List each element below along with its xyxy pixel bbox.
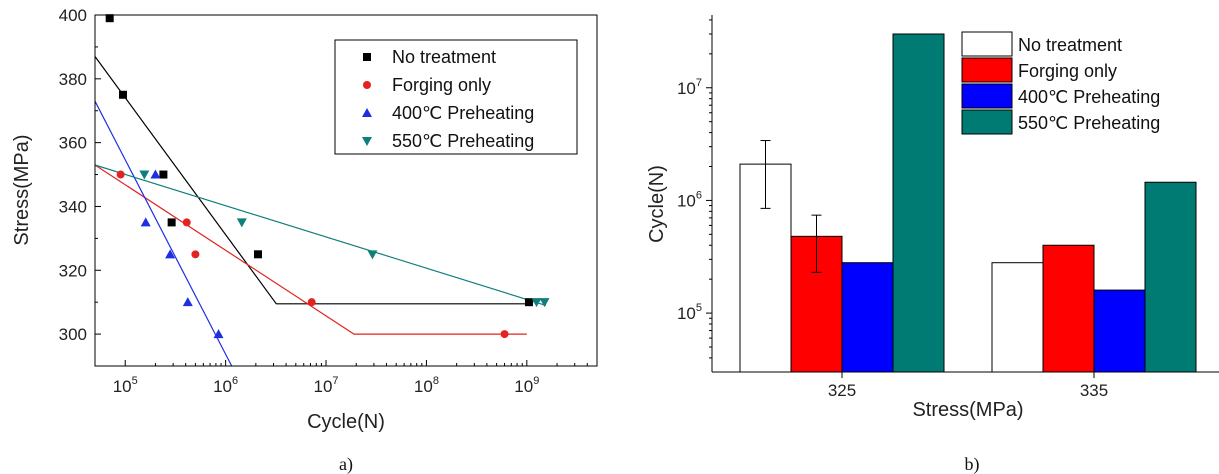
panel-a-data-point-2 bbox=[140, 217, 151, 227]
panel-a-legend-label-1: Forging only bbox=[392, 75, 491, 95]
panel-a-y-tick-label: 340 bbox=[59, 197, 87, 216]
panel-a-data-point-1 bbox=[116, 170, 125, 179]
panel-a-x-tick-label: 109 bbox=[514, 375, 539, 396]
panel-a-x-tick-label: 108 bbox=[414, 375, 439, 396]
panel-b-bars bbox=[739, 33, 1197, 373]
panel-b-x-tick-label: 325 bbox=[828, 381, 856, 400]
panel-a-data-point-2 bbox=[165, 249, 176, 259]
panel-a-x-tick-label: 106 bbox=[213, 375, 238, 396]
panel-a-data-point-0 bbox=[524, 298, 533, 307]
panel-a-data-point-1 bbox=[191, 250, 200, 259]
panel-a-data-points bbox=[105, 14, 550, 339]
panel-a-x-tick-label: 105 bbox=[113, 375, 138, 396]
panel-a-data-point-3 bbox=[367, 250, 378, 260]
panel-a-caption: a) bbox=[339, 454, 353, 474]
panel-a-legend-marker-3 bbox=[362, 137, 372, 146]
panel-a-y-tick-label: 320 bbox=[59, 261, 87, 280]
panel-b-bar-3 bbox=[1144, 181, 1197, 373]
panel-a-fit-line-0 bbox=[94, 56, 531, 305]
panel-a-legend-box bbox=[334, 39, 578, 155]
panel-b-y-tick-label: 106 bbox=[677, 189, 702, 210]
panel-a-data-point-3 bbox=[531, 298, 542, 308]
panel-a-legend-marker-1 bbox=[363, 81, 371, 89]
panel-b-legend-label-0: No treatment bbox=[1018, 35, 1122, 55]
panel-b-bar-3 bbox=[892, 33, 945, 373]
panel-a-legend-label-2: 400℃ Preheating bbox=[392, 103, 534, 123]
panel-a-data-point-2 bbox=[213, 329, 224, 339]
panel-a-data-point-1 bbox=[182, 218, 191, 227]
panel-b-x-axis-label: Stress(MPa) bbox=[912, 399, 1023, 421]
panel-a-legend-label-3: 550℃ Preheating bbox=[392, 131, 534, 151]
panel-a-y-tick-label: 380 bbox=[59, 70, 87, 89]
panel-a-legend: No treatment Forging only 400℃ Preheating 5… bbox=[362, 47, 534, 151]
panel-b-x-tick-label: 335 bbox=[1080, 381, 1108, 400]
panel-a-y-axis-label: Stress(MPa) bbox=[11, 134, 33, 245]
panel-a-fit-lines bbox=[94, 56, 547, 367]
panel-b-legend-swatch-1 bbox=[961, 57, 1013, 83]
panel-a-x-axis-label: Cycle(N) bbox=[307, 411, 385, 433]
panel-a-data-point-1 bbox=[307, 298, 316, 307]
panel-a-data-point-0 bbox=[118, 90, 127, 99]
panel-a-data-point-3 bbox=[139, 170, 150, 180]
panel-a-data-point-2 bbox=[150, 169, 161, 179]
panel-b-chart: 105 106 107 325 335 Stress(MPa) Cycle(N) No… bbox=[646, 15, 1219, 474]
panel-b-bar-0 bbox=[991, 262, 1044, 373]
panel-b-bar-2 bbox=[1093, 289, 1146, 373]
panel-b-legend-label-1: Forging only bbox=[1018, 61, 1117, 81]
panel-a-legend-label-0: No treatment bbox=[392, 47, 496, 67]
panel-b-bar-1 bbox=[1042, 244, 1095, 373]
panel-a-legend-marker-0 bbox=[363, 53, 371, 61]
panel-a-y-tick-label: 360 bbox=[59, 134, 87, 153]
panel-a-x-tick-label: 107 bbox=[313, 375, 338, 396]
panel-b-legend-swatch-3 bbox=[961, 109, 1013, 135]
panel-a-data-point-0 bbox=[159, 170, 168, 179]
panel-a-data-point-3 bbox=[539, 298, 550, 308]
panel-a-y-tick-label: 400 bbox=[59, 6, 87, 25]
panel-b-legend-swatch-0 bbox=[961, 31, 1013, 57]
panel-b-legend-label-3: 550℃ Preheating bbox=[1018, 113, 1160, 133]
panel-a-fit-line-3 bbox=[94, 164, 547, 306]
panel-b-y-tick-label: 105 bbox=[677, 302, 702, 323]
panel-b-bar-2 bbox=[841, 262, 894, 373]
panel-a-chart: 105 106 107 108 109 300 320 340 360 380 400 Cycle… bbox=[11, 6, 598, 474]
panel-a-data-point-0 bbox=[105, 14, 114, 23]
panel-b-legend-label-2: 400℃ Preheating bbox=[1018, 87, 1160, 107]
panel-a-legend-marker-2 bbox=[362, 108, 372, 117]
panel-b-error-bars bbox=[760, 140, 822, 273]
panel-b-legend-swatch-2 bbox=[961, 83, 1013, 109]
panel-b-y-tick-label: 107 bbox=[677, 77, 702, 98]
panel-a-y-tick-label: 300 bbox=[59, 325, 87, 344]
panel-a-fit-line-1 bbox=[94, 164, 527, 335]
panel-b-y-axis-label: Cycle(N) bbox=[646, 165, 668, 243]
panel-a-data-point-2 bbox=[182, 297, 193, 307]
panel-a-data-point-3 bbox=[236, 218, 247, 228]
panel-a-data-point-0 bbox=[253, 250, 262, 259]
panel-a-plot-frame bbox=[94, 14, 598, 367]
panel-a-data-point-0 bbox=[167, 218, 176, 227]
panel-b-caption: b) bbox=[965, 454, 980, 474]
panel-b-legend: No treatment Forging only 400℃ Preheating 5… bbox=[961, 31, 1160, 135]
panel-a-fit-line-2 bbox=[94, 100, 233, 367]
panel-a-data-point-1 bbox=[500, 330, 509, 339]
